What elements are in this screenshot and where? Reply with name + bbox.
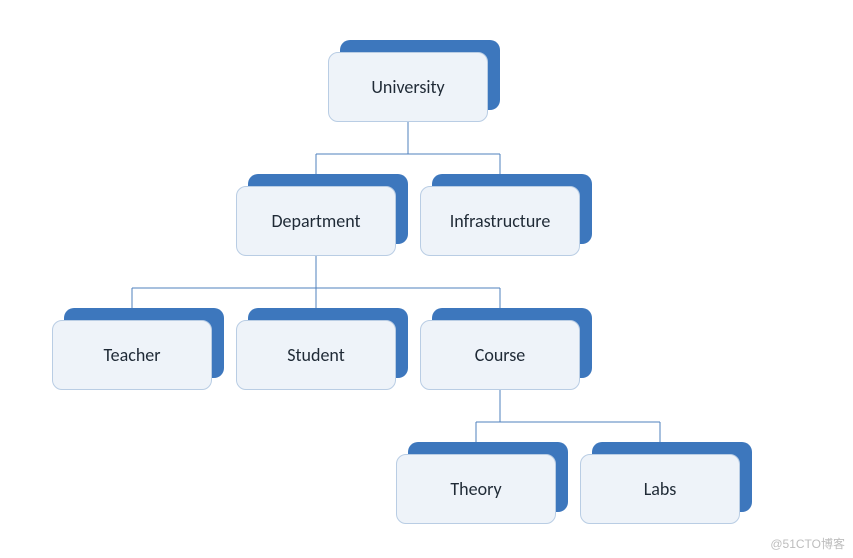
node-front: Course bbox=[420, 320, 580, 390]
node-front: Student bbox=[236, 320, 396, 390]
node-front: Teacher bbox=[52, 320, 212, 390]
node-theory: Theory bbox=[396, 454, 556, 524]
node-front: Infrastructure bbox=[420, 186, 580, 256]
watermark: @51CTO博客 bbox=[770, 535, 845, 552]
node-label: Labs bbox=[644, 478, 677, 500]
node-label: Department bbox=[271, 210, 360, 232]
node-front: Department bbox=[236, 186, 396, 256]
node-label: Infrastructure bbox=[450, 210, 551, 232]
node-labs: Labs bbox=[580, 454, 740, 524]
node-label: University bbox=[371, 76, 444, 98]
node-teacher: Teacher bbox=[52, 320, 212, 390]
node-course: Course bbox=[420, 320, 580, 390]
node-front: University bbox=[328, 52, 488, 122]
node-department: Department bbox=[236, 186, 396, 256]
node-label: Student bbox=[287, 344, 345, 366]
node-front: Labs bbox=[580, 454, 740, 524]
node-student: Student bbox=[236, 320, 396, 390]
node-label: Course bbox=[475, 344, 526, 366]
node-label: Teacher bbox=[103, 344, 160, 366]
node-label: Theory bbox=[450, 478, 501, 500]
node-infrastructure: Infrastructure bbox=[420, 186, 580, 256]
node-university: University bbox=[328, 52, 488, 122]
node-front: Theory bbox=[396, 454, 556, 524]
